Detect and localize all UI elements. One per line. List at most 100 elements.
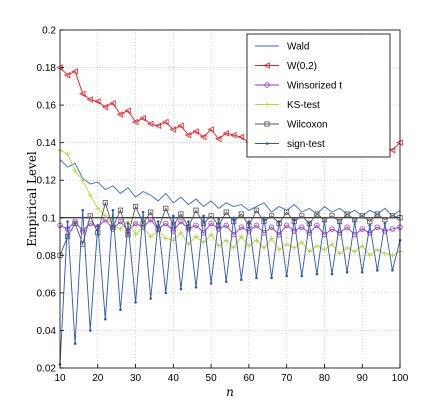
series-4-point-34 — [314, 211, 320, 217]
series-4-point-12 — [148, 209, 154, 215]
series-2-point-36 — [329, 226, 335, 232]
legend-marker-5 — [265, 142, 269, 145]
x-tick-label-7: 80 — [319, 373, 331, 384]
series-5-point-39 — [353, 220, 356, 223]
series-3-point-41 — [367, 252, 373, 258]
series-5-point-11 — [141, 210, 145, 214]
series-line-0 — [59, 159, 401, 217]
series-3 — [57, 147, 403, 258]
series-5-point-20 — [209, 282, 213, 285]
series-5-point-32 — [300, 274, 304, 278]
series-3-point-18 — [193, 234, 199, 240]
series-3-point-15 — [170, 237, 176, 243]
plot-frame — [59, 29, 401, 369]
series-4-point-43 — [382, 217, 388, 223]
series-5-point-15 — [172, 214, 175, 218]
series-5-point-33 — [308, 222, 311, 225]
y-axis-ticks: 0.02 0.04 0.06 0.08 0.1 0.12 0.14 0.16 0.18 0.2 — [37, 26, 64, 375]
series-2-point-15 — [170, 228, 177, 234]
series-4-point-44 — [389, 213, 396, 219]
series-2-point-24 — [238, 224, 245, 230]
y-tick-label-6: 0.14 — [37, 138, 57, 149]
series-2-point-8 — [117, 218, 124, 225]
series-2-point-41 — [367, 230, 373, 236]
legend-label-0: Wald — [287, 42, 309, 53]
series-2-point-14 — [163, 220, 169, 227]
y-tick-label-5: 0.12 — [37, 176, 57, 187]
series-5-point-35 — [323, 220, 326, 223]
series-3-point-36 — [329, 241, 335, 247]
series-5-point-19 — [202, 214, 205, 218]
x-axis-label: n — [226, 385, 234, 399]
legend-label-4: Wilcoxon — [287, 120, 328, 131]
series-line-5 — [59, 210, 401, 365]
series-5-point-27 — [262, 216, 266, 220]
series-5-point-44 — [391, 269, 394, 272]
series-1-point-3 — [78, 90, 86, 98]
series-3-point-27 — [261, 245, 267, 251]
series-1-point-23 — [230, 131, 237, 139]
series-1-point-22 — [222, 130, 230, 137]
series-5-point-29 — [277, 220, 281, 223]
series-3-point-22 — [223, 237, 229, 243]
series-5-point-22 — [224, 280, 228, 283]
legend-label-2: Winsorized t — [287, 81, 342, 92]
series-4-point-24 — [238, 211, 244, 217]
series-4-point-19 — [200, 220, 207, 227]
series-3-point-10 — [133, 232, 139, 238]
series-3-point-25 — [246, 243, 252, 249]
series-3-point-32 — [299, 239, 305, 245]
series-4-point-10 — [132, 203, 139, 210]
y-tick-label-9: 0.2 — [42, 26, 56, 37]
series-5-point-34 — [315, 272, 319, 276]
legend-label-5: sign-test — [287, 139, 325, 150]
series-5-point-3 — [81, 208, 84, 212]
series-2-point-34 — [314, 222, 320, 228]
series-1-point-9 — [124, 107, 131, 114]
series-2-point-21 — [215, 226, 222, 232]
series-1-point-20 — [207, 126, 214, 133]
series-2-point-33 — [306, 230, 313, 236]
legend-marker-2 — [264, 82, 270, 88]
series-2-point-18 — [193, 222, 199, 228]
series-3-point-42 — [374, 247, 380, 253]
legend: Wald W(0,2) Winsorized t KS-test Wilcoxon sig… — [246, 33, 391, 158]
legend-marker-3 — [264, 102, 270, 107]
series-5-point-4 — [88, 329, 92, 332]
series-5-point-43 — [383, 222, 387, 225]
series-1-point-8 — [116, 111, 124, 118]
legend-label-3: KS-test — [287, 100, 320, 111]
series-4-point-41 — [367, 218, 373, 225]
series-1-point-18 — [192, 128, 199, 135]
series-4-point-1 — [64, 233, 71, 240]
series-2-point-32 — [299, 224, 305, 230]
x-tick-label-4: 50 — [206, 373, 218, 384]
series-5-point-14 — [164, 291, 168, 295]
series-4-point-7 — [110, 224, 116, 230]
series-1-point-10 — [131, 118, 139, 126]
legend-marker-1 — [263, 62, 270, 69]
series-5-point-25 — [247, 220, 251, 223]
series-5-point-42 — [376, 269, 379, 272]
series-5-point-38 — [345, 270, 349, 274]
series-4-point-2 — [72, 220, 78, 227]
series-1-point-16 — [177, 122, 184, 130]
series-1-point-2 — [71, 68, 78, 75]
series-5-point-31 — [292, 218, 296, 221]
series-3-point-17 — [185, 241, 191, 247]
series-3-point-38 — [344, 245, 350, 251]
series-4-point-42 — [374, 211, 380, 217]
series-1-point-4 — [86, 96, 94, 103]
series-3-point-28 — [269, 235, 275, 241]
series-3-point-5 — [95, 205, 101, 211]
y-tick-label-8: 0.18 — [37, 63, 57, 74]
series-4-point-13 — [155, 226, 161, 232]
series-2-point-31 — [291, 228, 297, 234]
series-3-point-33 — [306, 249, 312, 255]
series-2-point-22 — [223, 222, 229, 228]
x-axis-ticks: 10 20 30 40 50 60 70 80 90 100 — [54, 364, 409, 384]
series-1-point-44 — [388, 146, 396, 154]
x-tick-label-5: 60 — [243, 373, 255, 384]
series-5-point-28 — [270, 276, 273, 280]
